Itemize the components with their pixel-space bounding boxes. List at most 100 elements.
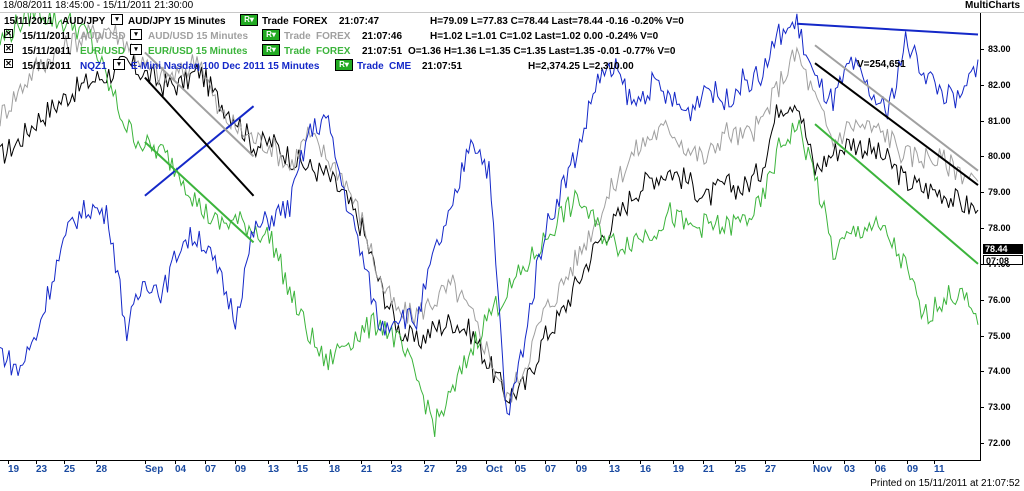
price-axis-tick-label: 82.00 [988,79,1011,90]
time-axis-tick-label: 09 [576,460,588,475]
legend-stats: O=1.36 H=1.36 L=1.35 C=1.35 Last=1.35 -0… [408,46,676,57]
chart-area: 15/11/2011 AUD/JPY ▾ AUD/JPY 15 Minutes … [0,13,981,461]
time-axis-tick-label: Sep [145,460,164,475]
legend-exchange: FOREX [316,31,351,42]
price-axis-tick-label: 73.00 [988,402,1011,413]
date-range-label: 18/08/2011 18:45:00 - 15/11/2011 21:30:0… [3,0,194,11]
legend-description: EUR/USD 15 Minutes [148,46,248,57]
price-axis-tick-label: 80.00 [988,151,1011,162]
series-menu-dropdown-icon[interactable]: ▾ [111,14,123,25]
trendline[interactable] [144,76,255,197]
price-axis-tick-label: 76.00 [988,294,1011,305]
legend-exchange: CME [389,61,412,72]
volume-label: V=254,651 [857,59,906,70]
time-axis-tick-label: 09 [907,460,919,475]
time-axis-tick-label: 11 [934,460,945,475]
time-axis-tick-label: 19 [673,460,685,475]
time-axis[interactable]: 19 23 25 28 Sep 04 07 09 13 15 18 21 23 27 29 Oct 05 07 09… [0,460,981,477]
time-axis-tick-label: 06 [875,460,887,475]
price-axis[interactable]: 83.0082.0081.0080.0079.0078.0077.0076.00… [980,13,1024,461]
trendline[interactable] [796,22,979,36]
time-axis-tick-label: 09 [235,460,247,475]
legend-symbol: NQZ1 [80,61,107,72]
legend-description: AUD/JPY 15 Minutes [128,16,226,27]
time-axis-tick-label: 21 [703,460,715,475]
time-axis-tick-label: 07 [205,460,217,475]
series-menu-dropdown-icon[interactable]: ▾ [130,44,142,55]
trendline[interactable] [814,44,979,172]
legend-stats: H=79.09 L=77.83 C=78.44 Last=78.44 -0.16… [430,16,684,27]
legend-stats: H=1.02 L=1.01 C=1.02 Last=1.02 0.00 -0.2… [430,31,659,42]
legend-date: 15/11/2011 [22,61,71,72]
price-axis-tick-label: 75.00 [988,330,1011,341]
time-axis-tick-label: 23 [36,460,48,475]
legend-time: 21:07:51 [362,46,403,57]
series-line-nqz1[interactable] [0,13,979,416]
legend-exchange: FOREX [316,46,351,57]
time-axis-tick-label: 15 [297,460,309,475]
legend-trade: Trade [357,61,384,72]
trendline[interactable] [144,105,255,197]
price-chart-plot[interactable] [0,13,981,461]
legend-description: E-Mini Nasdaq 100 Dec 2011 15 Minutes [131,61,320,72]
series-menu-dropdown-icon[interactable]: ▾ [130,29,142,40]
time-axis-tick-label: 05 [515,460,527,475]
window-title-bar: 18/08/2011 18:45:00 - 15/11/2011 21:30:0… [0,0,1024,13]
print-footer: Printed on 15/11/2011 at 21:07:52 [870,478,1020,489]
time-axis-tick-label: 04 [175,460,187,475]
series-line-eurusd[interactable] [0,13,979,437]
legend-date: 15/11/2011 [4,16,53,27]
trendline[interactable] [144,141,255,244]
time-axis-tick-label: 13 [609,460,621,475]
time-axis-tick-label: 29 [456,460,468,475]
legend-symbol: AUD/USD [80,31,126,42]
price-axis-tick-label: 72.00 [988,438,1011,449]
time-axis-tick-label: 16 [640,460,652,475]
series-line-audusd[interactable] [0,23,979,403]
realtime-button[interactable]: R▾ [262,29,280,41]
legend-time: 21:07:51 [422,61,463,72]
legend-description: AUD/USD 15 Minutes [148,31,249,42]
legend-symbol: AUD/JPY [62,16,106,27]
time-axis-tick-label: 21 [361,460,373,475]
time-axis-tick-label: Oct [486,460,503,475]
legend-trade: Trade [262,16,289,27]
legend-row-nqz1: ✕ 15/11/2011 NQZ1 ▾ E-Mini Nasdaq 100 De… [0,59,760,74]
realtime-button[interactable]: R▾ [335,59,353,71]
time-axis-tick-label: 27 [765,460,777,475]
time-axis-tick-label: 23 [391,460,403,475]
time-axis-tick-label: 25 [735,460,747,475]
realtime-button[interactable]: R▾ [240,14,258,26]
price-axis-tick-label: 81.00 [988,115,1011,126]
last-bar-time-marker: 07:08 [983,255,1023,266]
trendline[interactable] [144,51,255,158]
remove-series-close-icon[interactable]: ✕ [4,44,13,53]
time-axis-tick-label: 03 [844,460,856,475]
realtime-button[interactable]: R▾ [262,44,280,56]
time-axis-tick-label: 13 [268,460,280,475]
remove-series-close-icon[interactable]: ✕ [4,59,13,68]
trendline[interactable] [814,123,979,265]
legend-trade: Trade [284,31,311,42]
time-axis-tick-label: 28 [96,460,108,475]
legend-trade: Trade [284,46,311,57]
time-axis-tick-label: 18 [329,460,341,475]
price-axis-tick-label: 83.00 [988,43,1011,54]
series-menu-dropdown-icon[interactable]: ▾ [113,59,125,70]
price-axis-tick-label: 79.00 [988,187,1011,198]
price-axis-tick-label: 74.00 [988,366,1011,377]
trendline[interactable] [814,62,979,186]
time-axis-tick-label: Nov [813,460,832,475]
legend-time: 21:07:46 [362,31,403,42]
remove-series-close-icon[interactable]: ✕ [4,29,13,38]
legend-row-eurusd: ✕ 15/11/2011 EUR/USD ▾ EUR/USD 15 Minute… [0,44,760,59]
legend-time: 21:07:47 [339,16,380,27]
app-name-label: MultiCharts [965,0,1020,11]
time-axis-tick-label: 19 [8,460,20,475]
legend-row-audjpy: 15/11/2011 AUD/JPY ▾ AUD/JPY 15 Minutes … [0,14,760,29]
legend-date: 15/11/2011 [22,46,71,57]
legend-date: 15/11/2011 [22,31,71,42]
legend-symbol: EUR/USD [80,46,126,57]
legend-exchange: FOREX [293,16,328,27]
time-axis-tick-label: 25 [64,460,76,475]
